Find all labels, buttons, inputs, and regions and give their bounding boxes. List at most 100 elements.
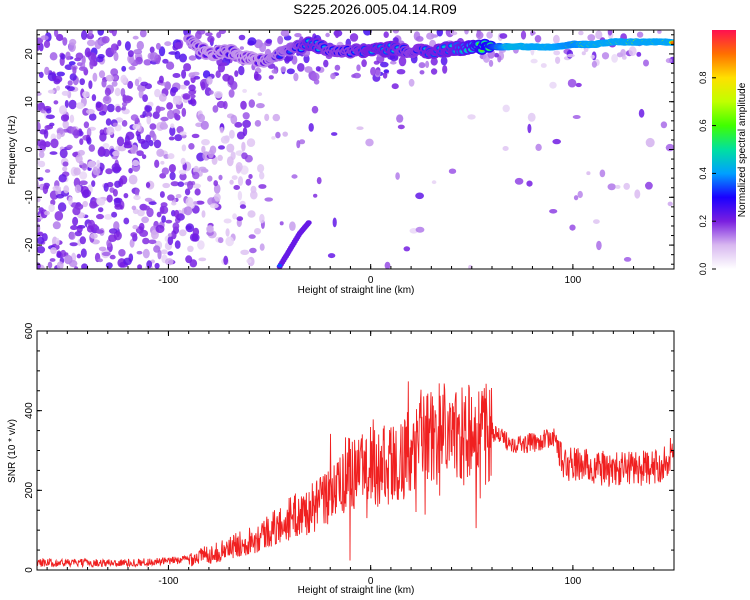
noise-blob [49, 52, 58, 61]
noise-blob [442, 65, 448, 74]
noise-blob [95, 101, 102, 108]
noise-blob [112, 150, 120, 157]
noise-blob [73, 167, 81, 176]
noise-blob [86, 137, 92, 145]
noise-blob [44, 210, 50, 216]
colorbar-tick-label: 0.6 [698, 119, 708, 132]
y-tick-label: 200 [24, 482, 35, 499]
noise-blob [330, 72, 336, 80]
noise-blob [520, 30, 527, 40]
noise-blob [44, 125, 51, 131]
noise-blob [218, 174, 223, 181]
noise-blob [132, 224, 138, 230]
noise-blob [499, 33, 508, 39]
noise-blob [549, 209, 558, 214]
noise-blob [201, 210, 206, 218]
noise-blob [259, 243, 265, 251]
noise-blob [124, 41, 131, 51]
noise-blob [146, 207, 154, 218]
noise-blob [76, 225, 83, 233]
snr-y-axis: 0 200 400 600 [24, 322, 674, 573]
noise-blob [53, 75, 63, 83]
noise-blob [165, 219, 173, 224]
noise-blob [146, 115, 151, 125]
noise-blob [179, 172, 187, 181]
noise-blob [665, 58, 673, 64]
noise-blob [553, 34, 560, 44]
noise-blob [154, 88, 161, 98]
noise-blob [206, 76, 213, 85]
noise-blob [218, 145, 225, 150]
streak-blob [305, 220, 312, 226]
noise-blob [188, 89, 197, 95]
noise-blob [65, 51, 71, 61]
noise-blob [192, 183, 202, 189]
noise-blob [56, 71, 65, 77]
noise-blob [73, 129, 80, 139]
noise-blob [256, 103, 265, 109]
y-tick-label: 20 [24, 48, 35, 60]
noise-blob [308, 123, 314, 132]
noise-blob [69, 242, 78, 247]
noise-blob [54, 30, 59, 37]
noise-blob [553, 50, 561, 56]
noise-blob [129, 238, 135, 248]
noise-blob [590, 54, 595, 59]
noise-blob [170, 86, 179, 93]
noise-blob [118, 249, 126, 257]
noise-blob [98, 70, 106, 79]
noise-blob [78, 66, 88, 72]
snr-series-line [37, 381, 674, 569]
noise-blob [101, 36, 110, 44]
noise-blob [81, 30, 88, 40]
noise-blob [257, 164, 265, 173]
noise-blob [213, 180, 218, 187]
noise-blob [159, 191, 165, 198]
noise-blob [198, 166, 207, 172]
noise-blob [109, 254, 116, 260]
noise-blob [527, 123, 532, 134]
noise-blob [184, 188, 191, 196]
noise-blob [108, 234, 117, 243]
noise-blob [127, 54, 135, 64]
noise-blob [382, 72, 388, 79]
noise-blob [181, 69, 187, 79]
noise-blob [142, 248, 150, 259]
noise-blob [363, 30, 372, 36]
noise-blob [62, 161, 69, 167]
x-tick-label: 0 [368, 576, 374, 587]
noise-blob [133, 195, 141, 201]
noise-blob [175, 194, 182, 199]
noise-blob [39, 129, 47, 135]
noise-blob [272, 113, 281, 122]
noise-blob [271, 69, 278, 74]
noise-blob [577, 190, 583, 199]
noise-blob [638, 108, 645, 118]
noise-blob [356, 64, 361, 72]
noise-blob [169, 126, 176, 137]
noise-blob [282, 131, 289, 137]
noise-blob [549, 81, 557, 89]
noise-blob [38, 160, 46, 168]
noise-blob [316, 177, 322, 185]
noise-blob [383, 31, 389, 38]
noise-blob [60, 114, 70, 122]
noise-blob [179, 53, 187, 63]
noise-blob [187, 180, 194, 190]
noise-blob [264, 113, 270, 122]
noise-blob [217, 237, 224, 244]
y-tick-label: 400 [24, 402, 35, 419]
noise-blob [191, 71, 200, 76]
noise-blob [131, 205, 137, 211]
noise-blob [162, 182, 171, 189]
noise-blob [101, 251, 111, 257]
noise-blob [475, 31, 484, 40]
noise-blob [395, 172, 400, 180]
noise-blob [573, 195, 579, 201]
noise-blob [327, 253, 336, 259]
noise-blob [271, 136, 276, 140]
noise-blob [38, 71, 44, 78]
noise-blob [607, 30, 613, 36]
noise-blob [86, 39, 96, 47]
noise-blob [128, 167, 133, 174]
